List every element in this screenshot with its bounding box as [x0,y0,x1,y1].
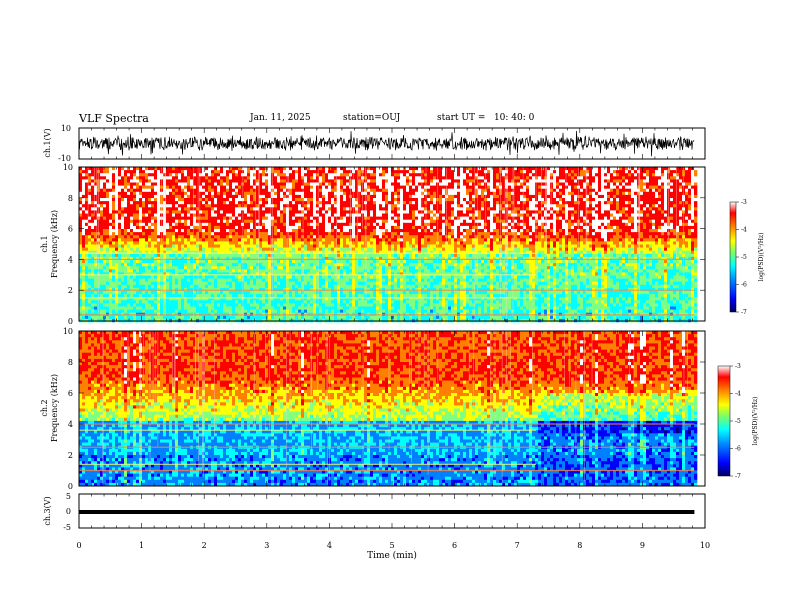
panel-ch3-waveform: 5 0 -5 ch.3(V) 0 1 2 3 4 5 6 7 8 9 10 Time (min) [43,492,710,561]
date-label: Jan. 11, 2025 [250,113,311,123]
x-axis-label: Time (min) [367,550,417,561]
colorbar-tick-label: -6 [735,446,741,453]
colorbar-tick-label: -7 [741,309,747,316]
station-label: station=OUJ [343,113,400,123]
ch3-ytick-bottom: -5 [63,523,71,532]
freq-tick-label: 8 [68,358,73,367]
colorbar-tick-label: -3 [741,199,747,206]
colorbar-tick-label: -4 [741,227,747,234]
ch3-waveform-line [79,510,695,514]
colorbar-tick-label: -6 [741,282,747,289]
freq-tick-label: 6 [68,389,73,398]
panel-ch1-spectrogram: 0 2 4 6 8 10 ch.1 Frequency (kHz) -3 -4 -5 -6 -7 … [40,163,765,326]
freq-tick-label: 0 [68,482,73,491]
x-tick-label: 4 [327,541,332,550]
freq-tick-label: 6 [68,225,73,234]
ch3-ytick-top: 5 [66,492,71,501]
x-tick-label: 6 [452,541,457,550]
ch1-spec-ylabel: Frequency (kHz) [50,210,59,278]
ch2-spectrogram-image [78,331,698,487]
x-tick-label: 0 [76,541,81,550]
ch1-ytick-bottom: -10 [58,154,71,163]
x-tick-label: 7 [515,541,520,550]
ch1-colorbar-label: log(PSD)(V²/Hz) [758,233,765,282]
ch3-waveform-ylabel: ch.3(V) [43,496,52,525]
x-tick-label: 1 [139,541,144,550]
colorbar-tick-label: -5 [735,418,741,425]
freq-tick-label: 0 [68,317,73,326]
freq-tick-label: 4 [68,255,73,264]
ch1-spectrogram-image [79,167,698,323]
ch2-colorbar-label: log(PSD)(V²/Hz) [752,397,759,446]
ch1-waveform-line [78,130,695,157]
x-tick-label: 9 [640,541,645,550]
ch2-spec-ylabel-top: ch.2 [40,399,49,416]
x-tick-label: 5 [389,541,394,550]
ch2-spec-ylabel: Frequency (kHz) [50,374,59,442]
freq-tick-label: 2 [68,451,73,460]
colorbar-tick-label: -3 [735,363,741,370]
x-tick-label: 2 [202,541,207,550]
colorbar-tick-label: -5 [741,254,747,261]
freq-tick-label: 4 [68,420,73,429]
freq-tick-label: 2 [68,286,73,295]
chart-title: VLF Spectra [79,112,149,125]
panel-ch2-spectrogram: 0 2 4 6 8 10 ch.2 Frequency (kHz) -3 -4 -5 -6 -7 … [40,327,759,491]
ch1-spec-ylabel-top: ch.1 [40,235,49,252]
x-tick-label: 8 [577,541,582,550]
start-time-label: start UT = 10: 40: 0 [437,113,534,123]
x-tick-label: 3 [264,541,269,550]
ch1-ytick-top: 10 [61,124,71,133]
freq-tick-label: 8 [68,194,73,203]
x-tick-label: 10 [700,541,710,550]
colorbar-tick-label: -4 [735,391,741,398]
colorbar-tick-label: -7 [735,473,741,480]
freq-tick-label: 10 [63,163,73,172]
ch3-ytick-mid: 0 [66,507,71,516]
ch1-waveform-ylabel: ch.1(V) [43,128,52,157]
freq-tick-label: 10 [63,327,73,336]
ch2-colorbar: -3 -4 -5 -6 -7 log(PSD)(V²/Hz) [717,363,759,480]
ch1-colorbar: -3 -4 -5 -6 -7 log(PSD)(V²/Hz) [729,199,765,316]
panel-ch1-waveform: 10 -10 ch.1(V) [43,124,706,163]
